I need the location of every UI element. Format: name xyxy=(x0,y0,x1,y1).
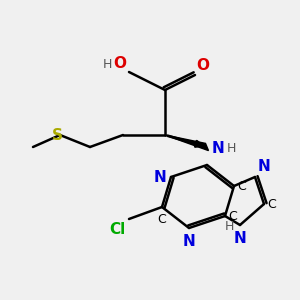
Text: N: N xyxy=(234,231,246,246)
Text: N: N xyxy=(258,159,271,174)
Text: N: N xyxy=(212,141,224,156)
Text: N: N xyxy=(183,234,195,249)
Text: O: O xyxy=(113,56,126,70)
Text: H: H xyxy=(226,142,236,155)
Text: C: C xyxy=(228,209,237,223)
Text: N: N xyxy=(154,169,167,184)
Text: Cl: Cl xyxy=(110,222,126,237)
Text: C: C xyxy=(158,213,166,226)
Text: C: C xyxy=(237,179,246,193)
Polygon shape xyxy=(165,135,208,151)
Text: S: S xyxy=(52,128,62,142)
Text: C: C xyxy=(267,197,276,211)
Text: H: H xyxy=(103,58,112,70)
Text: O: O xyxy=(196,58,209,74)
Text: H: H xyxy=(225,220,234,233)
